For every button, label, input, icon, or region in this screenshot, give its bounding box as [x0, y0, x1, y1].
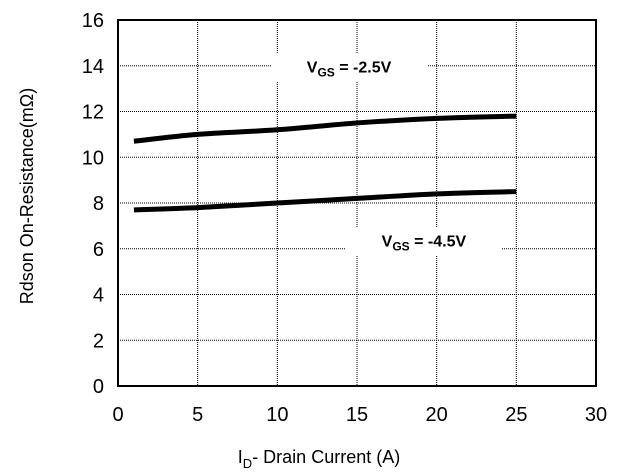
series-annotation-2: VGS = -4.5V [382, 233, 467, 253]
x-tick-label: 0 [112, 404, 123, 426]
y-tick-label: 8 [93, 193, 104, 215]
x-tick-label: 30 [585, 404, 607, 426]
x-axis-label-subscript: D [243, 456, 252, 471]
x-tick-label: 15 [346, 404, 368, 426]
plot-frame [117, 19, 597, 387]
series-lines [133, 113, 517, 213]
y-tick-label: 6 [93, 239, 104, 261]
x-axis-label-prefix: I [238, 447, 243, 467]
x-tick-label: 20 [426, 404, 448, 426]
x-tick-label: 5 [192, 404, 203, 426]
annotation-background [271, 53, 428, 82]
x-axis-label: ID- Drain Current (A) [238, 447, 400, 471]
series-annotations: VGS = -2.5V VGS = -4.5V [271, 53, 502, 256]
y-tick-label: 14 [82, 56, 104, 78]
y-tick-label: 0 [93, 376, 104, 398]
x-tick-label: 25 [505, 404, 527, 426]
y-tick-label: 10 [82, 147, 104, 169]
y-tick-labels: 0 2 4 6 8 10 12 14 16 [82, 10, 104, 398]
annotation-background [345, 227, 502, 256]
y-tick-label: 16 [82, 10, 104, 32]
x-tick-label: 10 [266, 404, 288, 426]
series-annotation-1: VGS = -2.5V [307, 60, 392, 80]
x-tick-labels: 0 5 10 15 20 25 30 [112, 404, 607, 426]
series-line-2 [133, 189, 517, 213]
x-axis-label-rest: - Drain Current (A) [252, 447, 400, 467]
y-tick-label: 2 [93, 330, 104, 352]
y-tick-label: 12 [82, 102, 104, 124]
series-line-1 [133, 113, 517, 144]
y-tick-label: 4 [93, 285, 104, 307]
y-axis-label: Rdson On-Resistance(mΩ) [17, 88, 37, 305]
